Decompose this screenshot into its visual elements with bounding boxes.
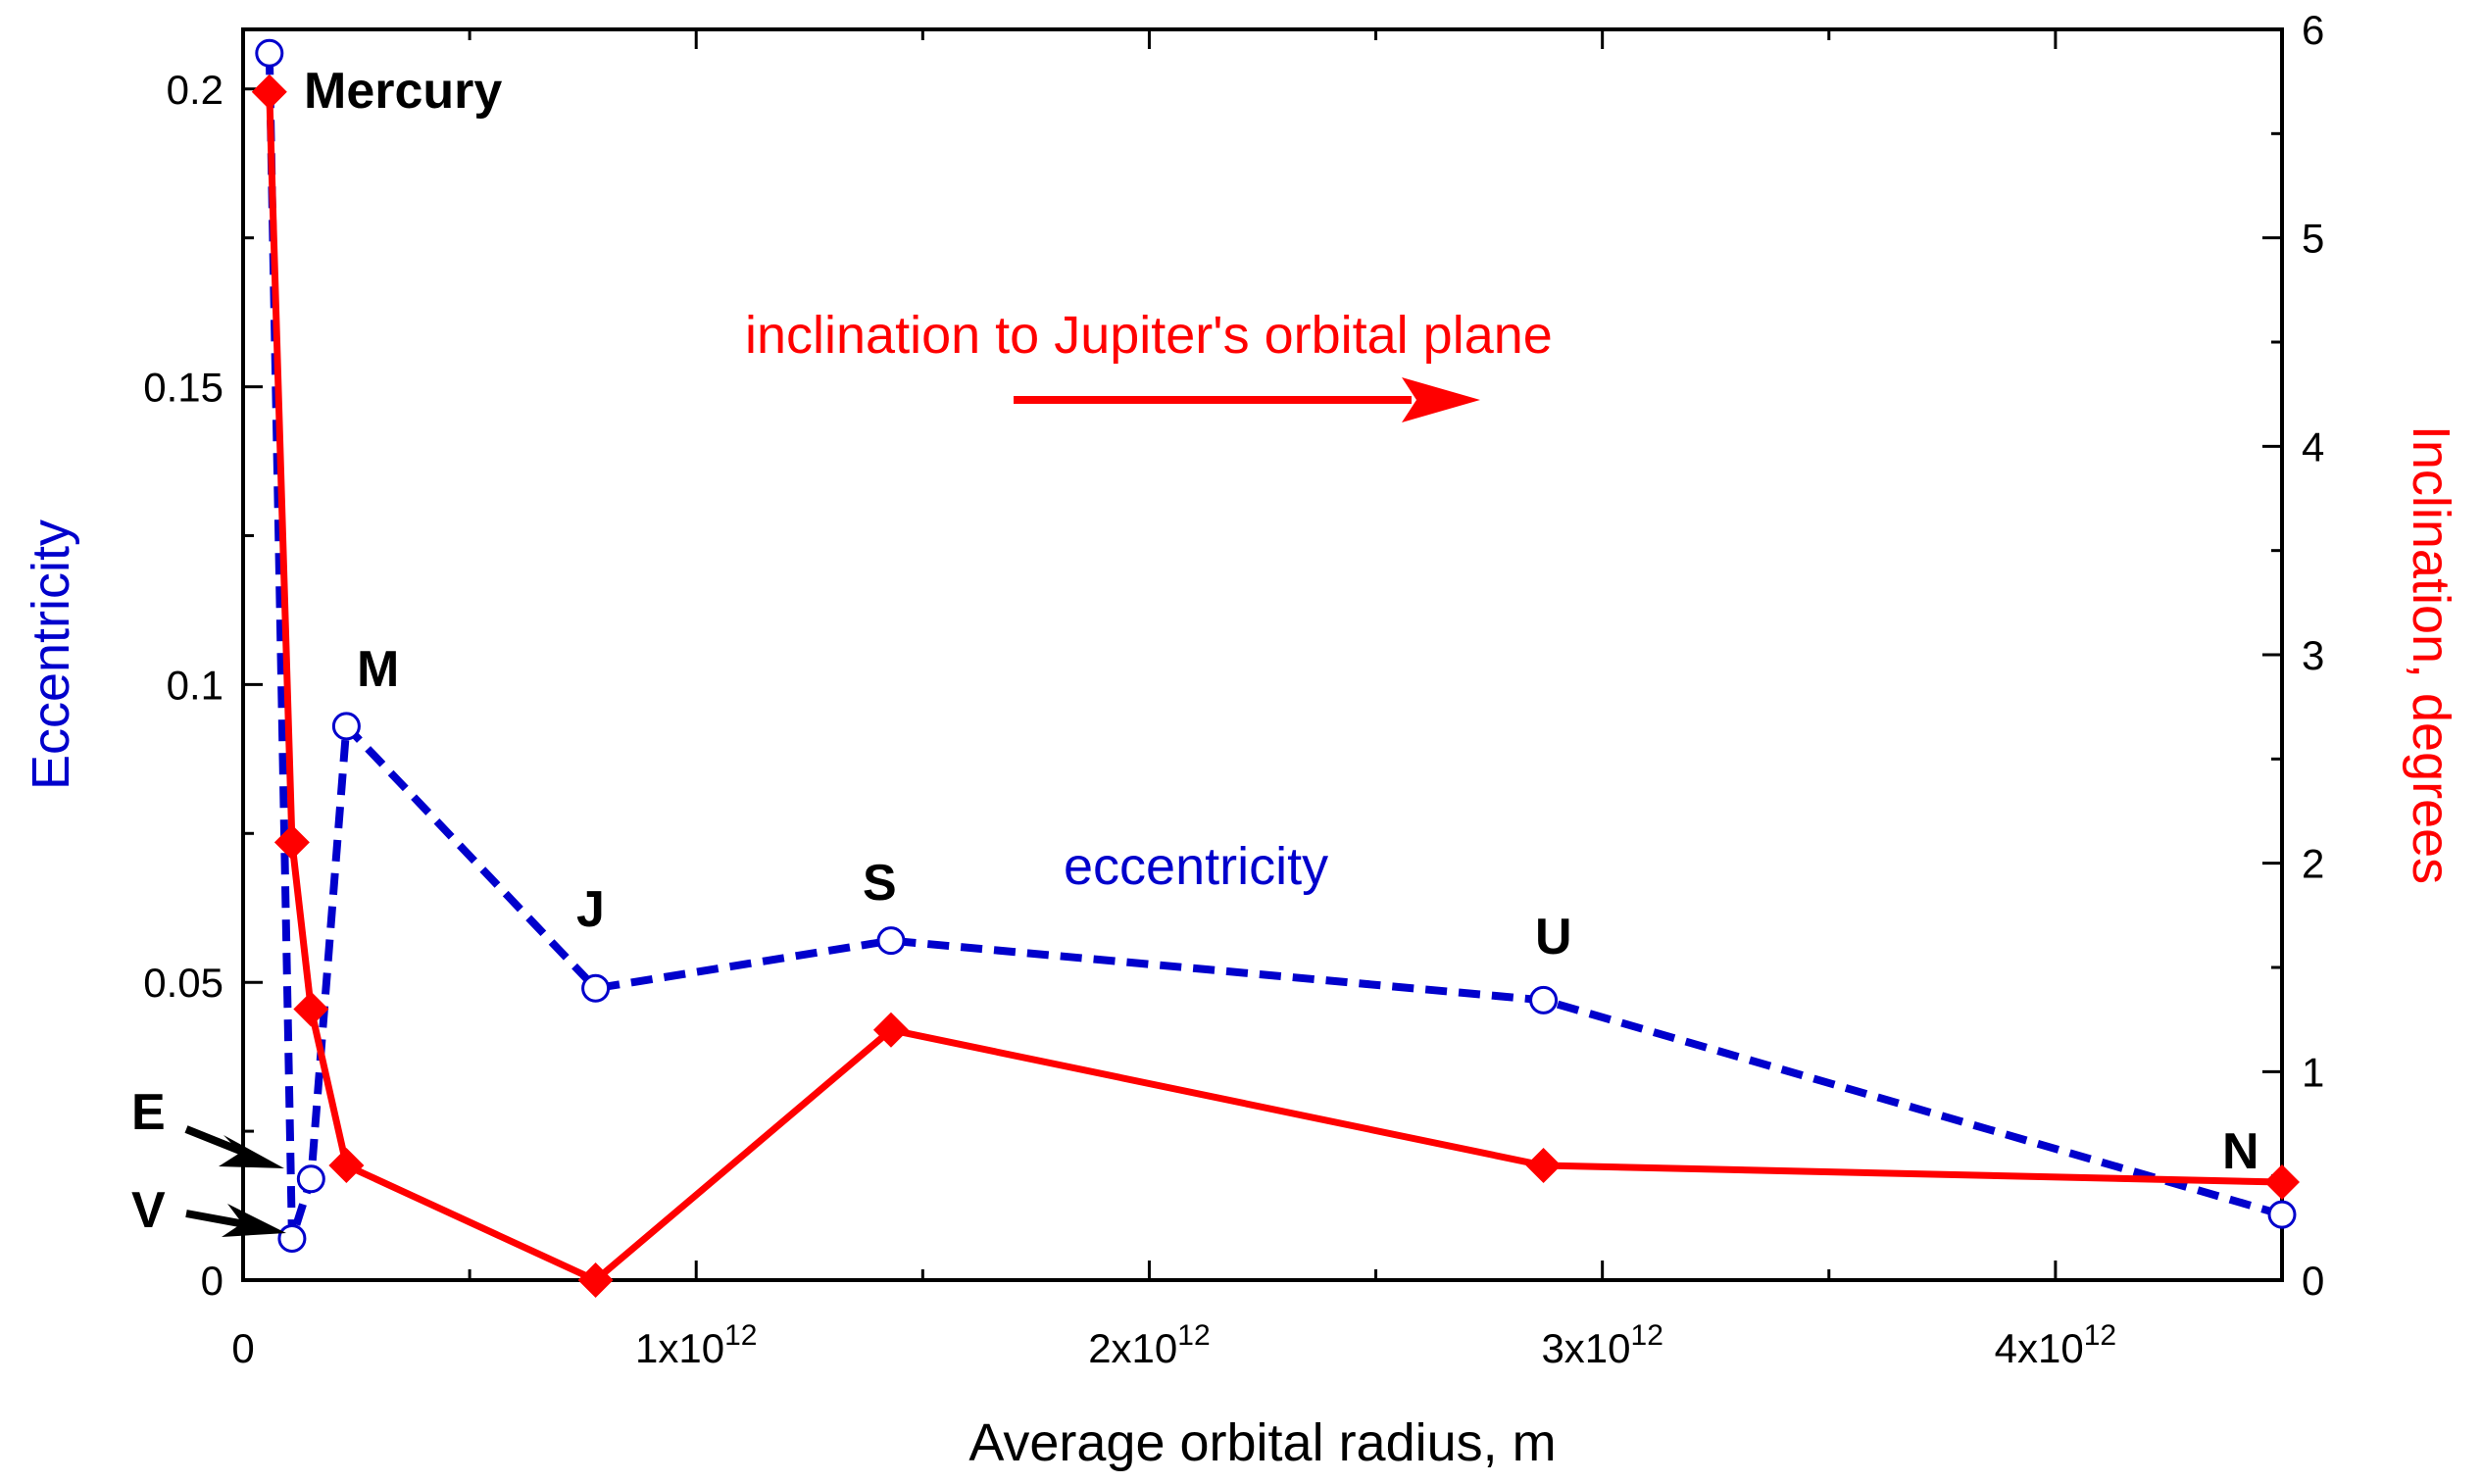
y-left-tick-label: 0.05 (143, 960, 223, 1006)
inclination-point (293, 991, 329, 1027)
y-left-tick-label: 0 (201, 1258, 223, 1304)
x-tick-label: 3x1012 (1541, 1319, 1662, 1371)
y-left-tick-label: 0.15 (143, 365, 223, 411)
venus-pointer-arrow-icon (185, 1204, 286, 1237)
axis-ticks: 0 1x1012 2x1012 3x1012 4x1012 0 0.05 0.1 0.15 0.2… (143, 7, 2324, 1371)
planet-label-uranus: U (1535, 909, 1572, 965)
eccentricity-annotation: eccentricity (1064, 837, 1328, 896)
inclination-point (251, 74, 287, 110)
y-right-tick-label: 1 (2302, 1049, 2324, 1095)
inclination-point (273, 824, 310, 861)
inclination-line (266, 91, 2283, 1285)
series-layer (251, 38, 2300, 1298)
y-right-tick-label: 0 (2302, 1258, 2324, 1304)
earth-pointer-arrow-icon (184, 1125, 284, 1168)
y-right-tick-label: 6 (2302, 7, 2324, 53)
y-left-tick-label: 0.1 (167, 662, 223, 708)
y-left-tick-label: 0.2 (167, 67, 223, 113)
eccentricity-point (255, 38, 284, 68)
eccentricity-point (1529, 985, 1559, 1014)
x-tick-label: 0 (231, 1325, 254, 1371)
planet-label-mars: M (357, 641, 399, 698)
planet-label-neptune: N (2222, 1123, 2259, 1180)
inclination-point (577, 1262, 614, 1298)
planet-label-jupiter: J (576, 881, 605, 938)
y-right-tick-label: 3 (2302, 632, 2324, 678)
y-left-axis-title: Eccentricity (22, 519, 80, 790)
eccentricity-point (581, 973, 611, 1003)
inclination-point (2264, 1164, 2300, 1201)
x-tick-label: 4x1012 (1995, 1319, 2116, 1371)
inclination-point (1525, 1148, 1562, 1184)
eccentricity-point (2267, 1200, 2297, 1229)
eccentricity-point (296, 1164, 325, 1194)
x-axis-title: Average orbital radius, m (968, 1413, 1556, 1472)
planet-label-venus: V (131, 1182, 166, 1239)
inclination-annotation: inclination to Jupiter's orbital plane (745, 306, 1553, 365)
x-tick-label: 1x1012 (635, 1319, 757, 1371)
y-right-tick-label: 2 (2302, 841, 2324, 887)
y-right-tick-label: 5 (2302, 216, 2324, 262)
inclination-arrow-icon (1014, 377, 1480, 422)
planet-label-mercury: Mercury (304, 63, 502, 120)
planet-label-earth: E (131, 1084, 166, 1141)
inclination-point (328, 1148, 365, 1184)
x-tick-label: 2x1012 (1088, 1319, 1210, 1371)
y-right-tick-label: 4 (2302, 423, 2324, 470)
y-right-axis-title: Inclination, degrees (2402, 425, 2460, 884)
eccentricity-point (331, 712, 361, 741)
eccentricity-line (265, 53, 2284, 1240)
planet-label-saturn: S (863, 855, 897, 912)
inclination-point (872, 1012, 909, 1048)
eccentricity-point (277, 1223, 307, 1253)
plot-frame (241, 27, 2284, 1282)
eccentricity-point (876, 926, 906, 956)
